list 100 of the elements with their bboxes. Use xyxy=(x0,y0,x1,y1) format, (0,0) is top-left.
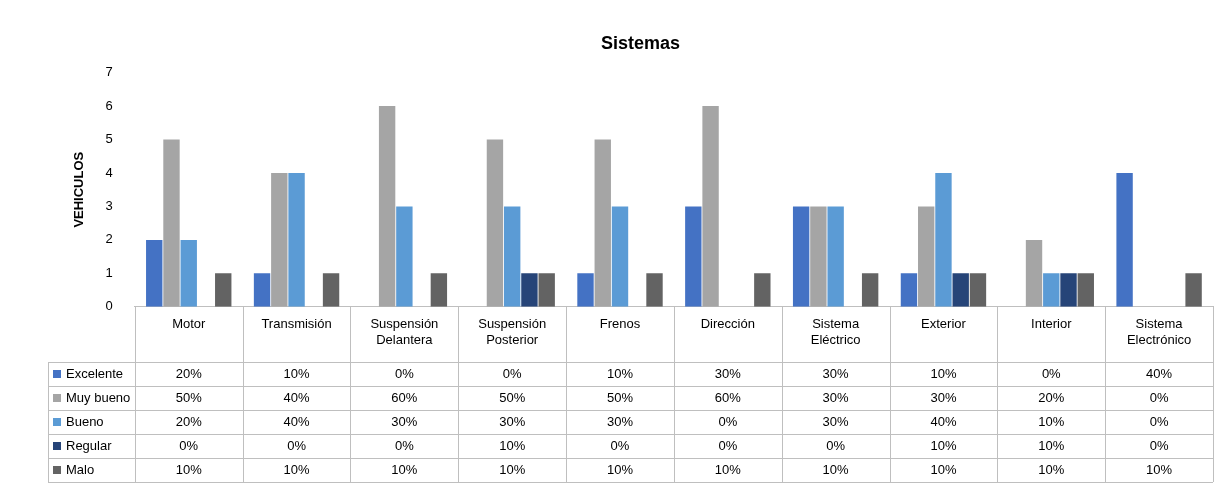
text: 0% xyxy=(1149,437,1169,453)
bar xyxy=(163,139,180,307)
bar xyxy=(504,206,521,307)
bar xyxy=(685,206,702,307)
text: 20% xyxy=(175,413,203,429)
text: 10% xyxy=(283,461,310,477)
x-tick-label: Frenos xyxy=(599,316,641,332)
text: 30% xyxy=(391,413,418,429)
text: 10% xyxy=(930,365,957,381)
text: 60% xyxy=(714,389,742,405)
legend-label: Regular xyxy=(66,437,113,453)
x-tick-label: Transmisión xyxy=(261,316,332,332)
text: 10% xyxy=(499,461,526,477)
bar xyxy=(646,273,663,307)
text: 0% xyxy=(394,365,415,381)
text: 30% xyxy=(822,413,850,429)
text: 10% xyxy=(283,365,310,381)
bar xyxy=(146,239,163,307)
text: 0% xyxy=(394,437,415,453)
legend-label: Bueno xyxy=(66,413,104,429)
bar xyxy=(754,273,771,307)
text: 0% xyxy=(502,365,523,381)
y-tick-label: 7 xyxy=(105,64,113,80)
x-tick-label: Dirección xyxy=(700,316,755,332)
x-tick-label: Sistema Electrónico xyxy=(1126,316,1192,347)
text: 0% xyxy=(826,437,846,453)
text: 40% xyxy=(930,413,957,429)
text: 0% xyxy=(718,437,738,453)
text: 0% xyxy=(1041,365,1062,381)
x-tick-label: Interior xyxy=(1031,316,1073,332)
y-tick-label: 6 xyxy=(105,97,113,113)
bar xyxy=(322,273,340,307)
text: 0% xyxy=(179,437,199,453)
bar xyxy=(702,106,719,307)
text: 0% xyxy=(287,437,307,453)
bar xyxy=(611,206,629,307)
text: 0% xyxy=(1149,413,1169,429)
text: 10% xyxy=(1038,461,1065,477)
y-tick-label: 1 xyxy=(105,264,113,280)
bar xyxy=(288,172,305,307)
text: 10% xyxy=(606,365,634,381)
bar xyxy=(792,206,810,307)
bar xyxy=(810,206,827,307)
text: 20% xyxy=(175,365,203,381)
text: 10% xyxy=(391,461,418,477)
text: 30% xyxy=(822,365,850,381)
bar xyxy=(935,172,952,307)
bar xyxy=(378,106,396,307)
x-tick-label: Exterior xyxy=(921,316,967,332)
text: 30% xyxy=(930,389,957,405)
bar xyxy=(271,172,288,307)
chart-title: Sistemas xyxy=(600,32,681,53)
bar xyxy=(861,273,879,307)
text: 10% xyxy=(822,461,850,477)
x-tick-label: Suspensión Posterior xyxy=(478,316,547,347)
x-tick-label: Motor xyxy=(172,316,207,332)
text: 10% xyxy=(1038,437,1065,453)
text: 0% xyxy=(718,413,738,429)
y-axis-title: VEHICULOS xyxy=(71,151,87,228)
bar xyxy=(969,273,987,307)
y-tick-label: 4 xyxy=(105,164,113,180)
y-tick-label: 5 xyxy=(105,131,113,147)
text: 40% xyxy=(283,389,310,405)
text: 10% xyxy=(930,461,957,477)
x-tick-label: Sistema Eléctrico xyxy=(810,316,861,347)
bar xyxy=(215,273,232,307)
bar xyxy=(180,239,197,307)
y-tick-label: 3 xyxy=(105,198,113,214)
text: 10% xyxy=(930,437,957,453)
bar xyxy=(577,273,594,307)
text: 30% xyxy=(606,413,634,429)
text: 40% xyxy=(1146,365,1173,381)
y-tick-label: 0 xyxy=(105,298,113,314)
text: 0% xyxy=(610,437,630,453)
text: 30% xyxy=(499,413,526,429)
bar xyxy=(538,273,555,307)
legend-label: Malo xyxy=(66,461,95,477)
bar xyxy=(1116,172,1133,307)
bar xyxy=(521,273,538,307)
text: 20% xyxy=(1038,389,1065,405)
text: 30% xyxy=(714,365,742,381)
bar xyxy=(918,206,935,307)
text: 10% xyxy=(1146,461,1173,477)
text: 10% xyxy=(175,461,203,477)
text: 60% xyxy=(391,389,418,405)
text: 50% xyxy=(606,389,634,405)
bar xyxy=(594,139,611,307)
bar xyxy=(827,206,844,307)
bar xyxy=(1060,273,1077,307)
text: 10% xyxy=(1038,413,1065,429)
text: 10% xyxy=(499,437,526,453)
bar xyxy=(1185,273,1202,307)
bar xyxy=(1077,273,1094,307)
bar xyxy=(952,273,969,307)
bar xyxy=(430,273,448,307)
bar xyxy=(253,273,271,307)
legend-label: Excelente xyxy=(66,365,124,381)
bar xyxy=(1025,239,1043,307)
bar xyxy=(486,139,504,307)
text: 50% xyxy=(499,389,526,405)
